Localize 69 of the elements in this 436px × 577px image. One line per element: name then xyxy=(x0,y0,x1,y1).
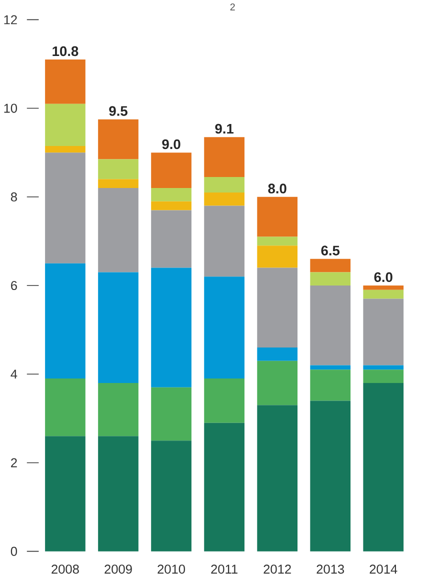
bar xyxy=(362,286,404,290)
bar xyxy=(204,137,244,177)
bar xyxy=(98,436,138,552)
total-label: 9.1 xyxy=(215,124,234,134)
bar xyxy=(150,387,192,441)
bar xyxy=(98,119,138,160)
total-label: 10.8 xyxy=(52,46,78,56)
x-tick-label: 2014 xyxy=(370,564,398,574)
bar xyxy=(98,382,138,436)
bar xyxy=(256,236,298,246)
bar xyxy=(310,286,350,366)
bar xyxy=(44,60,86,104)
bar xyxy=(256,268,298,348)
y-tick-label: 4 xyxy=(10,370,17,379)
bar xyxy=(98,179,138,188)
bar xyxy=(256,348,298,361)
bar xyxy=(362,370,404,383)
total-label: 9.0 xyxy=(162,139,180,150)
bar xyxy=(310,258,350,272)
bar xyxy=(310,400,350,552)
bar xyxy=(310,365,350,370)
bar xyxy=(204,422,244,552)
x-tick-label: 2012 xyxy=(264,564,291,574)
bar xyxy=(150,440,192,552)
bar xyxy=(256,405,298,552)
x-tick-label: 2009 xyxy=(104,564,132,574)
x-tick-label: 2008 xyxy=(51,564,79,574)
x-tick-label: 2010 xyxy=(158,564,185,574)
bar xyxy=(44,104,86,146)
bar xyxy=(44,146,86,153)
bar xyxy=(44,436,86,552)
x-tick-label: 2011 xyxy=(210,564,238,574)
text: 2 xyxy=(230,3,235,10)
bar xyxy=(150,268,192,388)
bar xyxy=(98,272,138,383)
bar xyxy=(362,290,404,299)
bar xyxy=(98,159,138,180)
bar xyxy=(150,188,192,202)
bar xyxy=(150,210,192,268)
total-label: 6.0 xyxy=(374,272,392,282)
bar xyxy=(98,188,138,272)
bar xyxy=(44,378,86,436)
y-tick-label: 6 xyxy=(10,280,17,290)
total-label: 6.5 xyxy=(321,246,340,256)
bar xyxy=(150,152,192,188)
total-label: 8.0 xyxy=(268,184,286,194)
bar xyxy=(362,298,404,366)
bar xyxy=(204,378,244,423)
bar xyxy=(44,263,86,379)
bar xyxy=(256,360,298,406)
y-tick-label: 0 xyxy=(10,546,17,556)
bar xyxy=(150,201,192,210)
total-label: 9.5 xyxy=(108,106,128,116)
y-tick-label: 2 xyxy=(10,458,17,468)
bar xyxy=(44,152,86,264)
bar xyxy=(256,246,298,268)
y-tick-label: 10 xyxy=(4,104,17,113)
bar xyxy=(204,176,244,192)
bar xyxy=(256,196,298,237)
bar xyxy=(204,276,244,379)
bar xyxy=(310,370,350,401)
y-tick-label: 8 xyxy=(10,192,17,202)
bar xyxy=(310,272,350,286)
x-tick-label: 2013 xyxy=(316,564,344,574)
bar xyxy=(204,192,244,206)
bar xyxy=(204,206,244,277)
y-tick-label: 12 xyxy=(4,15,17,24)
bar xyxy=(362,365,404,370)
bar xyxy=(362,382,404,552)
